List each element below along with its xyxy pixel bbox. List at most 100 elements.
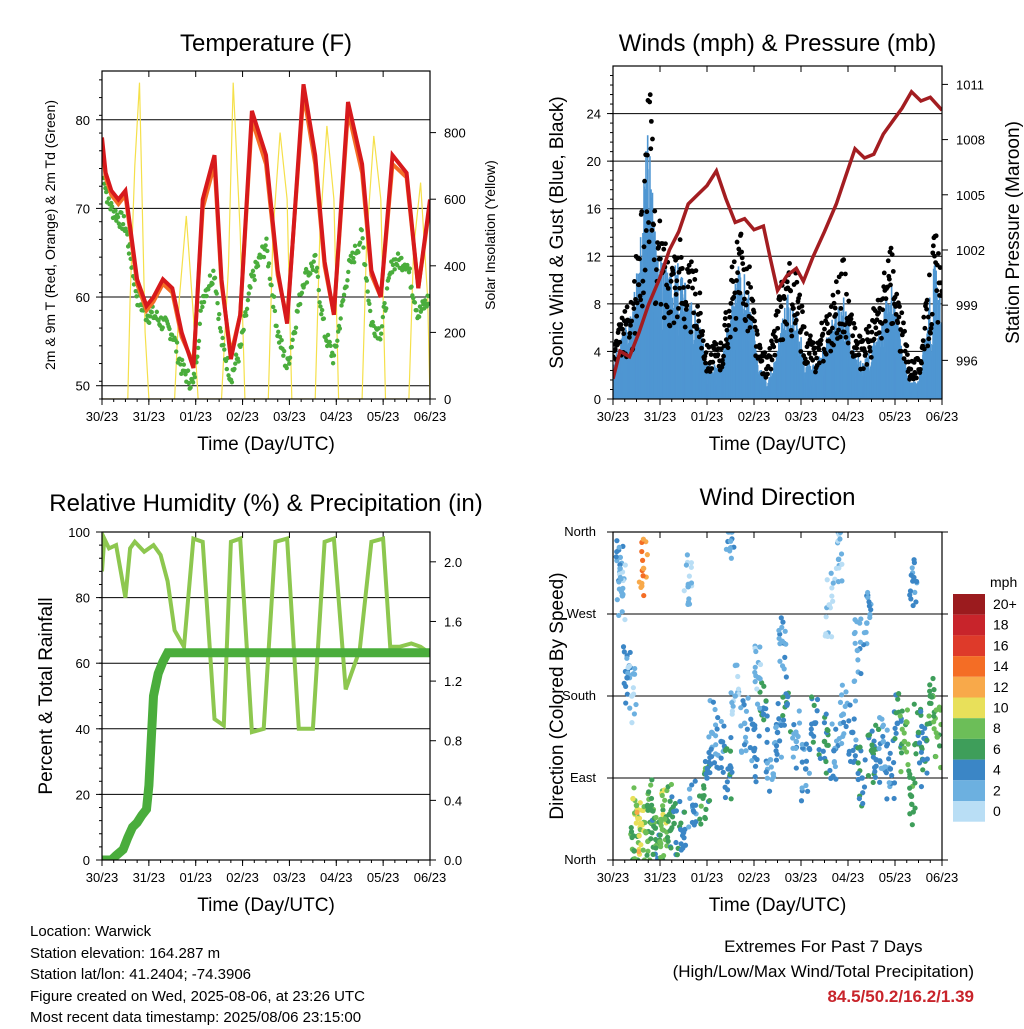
point-gust (731, 294, 737, 300)
point-gust (657, 218, 663, 224)
point-gust (778, 304, 784, 310)
point-dewpoint (277, 334, 283, 339)
point-wind-direction (768, 764, 774, 770)
point-gust (639, 209, 645, 215)
point-dewpoint (119, 210, 124, 215)
point-gust (879, 321, 885, 326)
point-wind-direction (907, 811, 913, 817)
winds-ylabel-right: Station Pressure (Maroon) (1003, 121, 1024, 344)
point-wind-direction (899, 726, 905, 732)
point-wind-direction (688, 564, 694, 570)
point-dewpoint (116, 221, 122, 226)
point-gust (641, 290, 646, 296)
point-wind-direction (702, 814, 708, 821)
point-dewpoint (244, 313, 249, 318)
point-wind-direction (894, 720, 901, 727)
point-gust (693, 268, 699, 274)
point-gust (842, 271, 848, 277)
y-tick-label: 50 (76, 379, 90, 394)
point-wind-direction (828, 570, 834, 576)
point-wind-direction (793, 729, 799, 735)
point-wind-direction (667, 798, 673, 804)
point-dewpoint (357, 240, 363, 245)
point-wind-direction (716, 765, 722, 771)
point-wind-direction (633, 802, 640, 809)
y-tick-label: 100 (68, 525, 90, 540)
point-wind-direction (728, 532, 735, 535)
point-dewpoint (390, 262, 396, 268)
point-gust (831, 342, 836, 348)
point-wind-direction (722, 794, 729, 801)
point-dewpoint (236, 359, 241, 364)
point-gust (647, 99, 653, 105)
winds-chart: Winds (mph) & Pressure (mb) 0 4 8 12 16 20 24 99… (547, 30, 1024, 455)
point-gust (934, 288, 940, 294)
point-gust (682, 324, 688, 330)
x-tick-label: 31/23 (644, 409, 677, 424)
point-wind-direction (833, 726, 839, 732)
point-wind-direction (710, 699, 716, 705)
point-wind-direction (846, 718, 852, 724)
point-wind-direction (835, 579, 842, 585)
point-wind-direction (827, 767, 833, 774)
point-gust (739, 249, 744, 255)
point-dewpoint (271, 304, 276, 310)
point-wind-direction (692, 778, 698, 784)
point-gust (677, 237, 683, 243)
point-gust (685, 284, 691, 290)
point-dewpoint (338, 316, 343, 321)
point-wind-direction (782, 628, 788, 634)
point-dewpoint (160, 325, 165, 330)
point-gust (860, 338, 866, 343)
point-dewpoint (362, 262, 368, 268)
point-wind-direction (802, 766, 809, 772)
point-wind-direction (918, 783, 925, 790)
point-wind-direction (641, 592, 647, 599)
point-wind-direction (776, 627, 782, 634)
point-gust (805, 360, 810, 365)
point-gust (618, 322, 624, 327)
point-wind-direction (909, 822, 915, 828)
point-gust (930, 243, 936, 249)
point-wind-direction (759, 680, 765, 686)
point-gust (748, 284, 754, 290)
point-wind-direction (640, 536, 646, 542)
point-wind-direction (908, 793, 915, 800)
point-wind-direction (728, 796, 734, 802)
point-gust (850, 333, 856, 339)
point-wind-direction (913, 578, 920, 585)
point-wind-direction (732, 693, 738, 699)
point-wind-direction (631, 671, 638, 677)
station-elevation: Station elevation: 164.287 m (30, 944, 221, 962)
point-gust (661, 315, 667, 321)
y-tick-label: North (564, 852, 596, 867)
point-gust (729, 264, 735, 270)
point-dewpoint (399, 255, 404, 261)
point-gust (851, 321, 857, 326)
point-wind-direction (766, 788, 773, 794)
point-dewpoint (328, 343, 333, 349)
point-wind-direction (773, 724, 779, 730)
point-gust (908, 366, 914, 372)
x-tick-label: 04/23 (832, 409, 865, 424)
point-wind-direction (924, 737, 930, 743)
point-dewpoint (384, 306, 389, 311)
temperature-xlabel: Time (Day/UTC) (197, 434, 335, 455)
y-right-tick-label: 996 (956, 353, 978, 368)
point-wind-direction (614, 597, 620, 603)
point-gust (700, 328, 706, 334)
point-dewpoint (185, 368, 191, 373)
point-gust (845, 340, 851, 346)
point-wind-direction (779, 638, 785, 645)
point-wind-direction (909, 565, 915, 571)
point-wind-direction (852, 698, 859, 704)
point-wind-direction (752, 664, 758, 670)
point-dewpoint (393, 257, 398, 262)
point-dewpoint (339, 303, 344, 308)
point-dewpoint (221, 342, 226, 348)
point-gust (924, 297, 930, 303)
point-dewpoint (360, 236, 365, 241)
point-gust (797, 292, 803, 298)
y-right-tick-label: 1005 (956, 188, 985, 203)
point-wind-direction (757, 689, 763, 695)
